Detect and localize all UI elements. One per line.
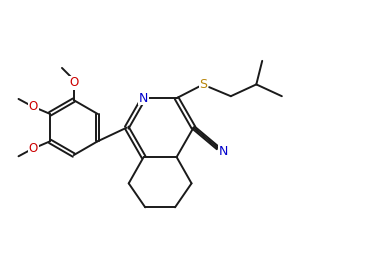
- Text: O: O: [29, 100, 38, 113]
- Text: O: O: [29, 142, 38, 155]
- Text: N: N: [139, 92, 148, 105]
- Text: S: S: [199, 78, 207, 91]
- Text: O: O: [69, 76, 79, 89]
- Text: N: N: [219, 145, 228, 158]
